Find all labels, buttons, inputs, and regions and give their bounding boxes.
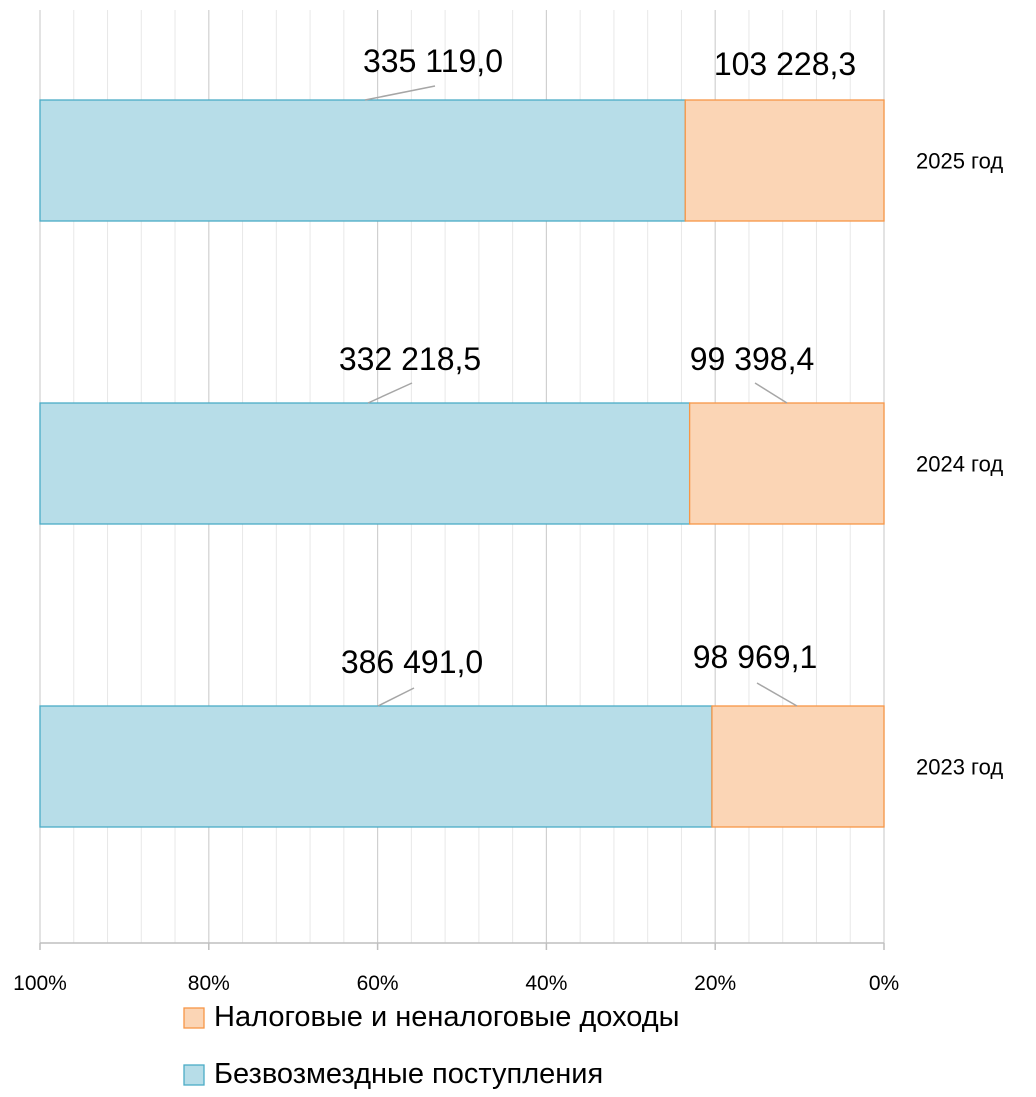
legend-label: Безвозмездные поступления: [214, 1058, 603, 1090]
x-tick-label: 100%: [13, 972, 67, 995]
bar-nalogovye: [711, 705, 885, 828]
data-label: 98 969,1: [693, 639, 818, 675]
bar-bezvozmezdnye: [39, 705, 713, 828]
leader-line: [364, 85, 436, 101]
x-tick-label: 80%: [188, 972, 230, 995]
bar-bezvozmezdnye: [39, 402, 691, 525]
legend-swatch: [183, 1064, 205, 1086]
legend: Налоговые и неналоговые доходы Безвозмезд…: [183, 1001, 680, 1090]
category-labels: 2025 год 2024 год 2023 год: [916, 149, 1003, 780]
bar-nalogovye: [688, 402, 885, 525]
bars: [39, 99, 885, 828]
legend-swatch: [183, 1007, 205, 1029]
x-tick-label: 0%: [869, 972, 899, 995]
leader-line: [754, 382, 788, 404]
data-label: 332 218,5: [339, 341, 481, 377]
leader-line: [377, 687, 415, 707]
data-label: 386 491,0: [341, 644, 483, 680]
x-tick-label: 20%: [694, 972, 736, 995]
data-labels: 335 119,0 103 228,3 332 218,5 99 398,4 386 4…: [339, 43, 856, 680]
legend-label: Налоговые и неналоговые доходы: [214, 1001, 680, 1033]
leader-lines: [364, 85, 798, 707]
bar-nalogovye: [684, 99, 885, 222]
x-tick-label: 40%: [525, 972, 567, 995]
leader-line: [756, 682, 798, 707]
category-label: 2023 год: [916, 755, 1003, 780]
x-tick-label: 60%: [357, 972, 399, 995]
category-label: 2025 год: [916, 149, 1003, 174]
x-axis: 100% 80% 60% 40% 20% 0%: [13, 942, 899, 995]
leader-line: [367, 382, 413, 404]
data-label: 335 119,0: [363, 43, 503, 79]
data-label: 103 228,3: [714, 46, 856, 82]
data-label: 99 398,4: [690, 341, 815, 377]
category-label: 2024 год: [916, 452, 1003, 477]
bar-bezvozmezdnye: [39, 99, 686, 222]
